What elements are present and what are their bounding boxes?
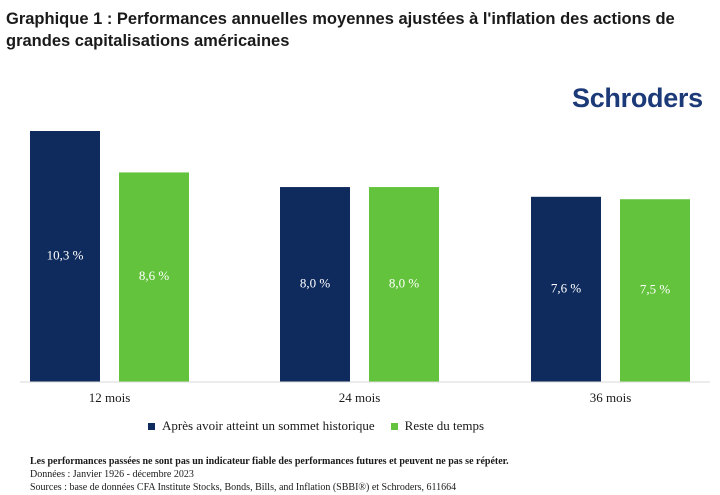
data-label: 7,6 %	[551, 280, 582, 295]
bar-rest-36-mois	[620, 199, 690, 382]
legend-swatch-navy	[148, 422, 155, 430]
legend-label-rest: Reste du temps	[404, 418, 485, 433]
legend: Après avoir atteint un sommet historique…	[148, 418, 500, 434]
bar-peak-12-mois	[30, 131, 100, 382]
category-label: 12 mois	[89, 390, 131, 405]
sources-note: Sources : base de données CFA Institute …	[30, 482, 457, 493]
labels-layer: 10,3 % 8,6 % 12 mois 8,0 % 8,0 % 24 mois 7,6 %…	[47, 248, 671, 406]
bar-chart: 10,3 % 8,6 % 12 mois 8,0 % 8,0 % 24 mois 7,6 %…	[20, 131, 710, 406]
bars-layer	[30, 131, 690, 382]
category-label: 24 mois	[339, 390, 381, 405]
data-label: 8,0 %	[389, 276, 420, 291]
disclaimer-note: Les performances passées ne sont pas un …	[30, 456, 509, 467]
data-label: 10,3 %	[47, 248, 84, 263]
legend-swatch-green	[390, 422, 398, 430]
data-label: 7,5 %	[640, 282, 671, 297]
data-label: 8,6 %	[139, 268, 170, 283]
bar-rest-24-mois	[369, 187, 439, 382]
legend-item-rest: Reste du temps	[390, 418, 485, 434]
data-period-note: Données : Janvier 1926 - décembre 2023	[30, 469, 194, 480]
bar-peak-36-mois	[531, 196, 601, 382]
category-label: 36 mois	[590, 390, 632, 405]
legend-item-peak: Après avoir atteint un sommet historique	[148, 418, 375, 434]
legend-label-peak: Après avoir atteint un sommet historique	[162, 418, 375, 433]
data-label: 8,0 %	[300, 276, 331, 291]
schroders-logo: Schroders	[572, 83, 703, 113]
bar-peak-24-mois	[280, 187, 350, 382]
footnotes: Les performances passées ne sont pas un …	[30, 455, 710, 494]
chart-title: Graphique 1 : Performances annuelles moy…	[6, 10, 675, 50]
bar-rest-12-mois	[119, 172, 189, 382]
